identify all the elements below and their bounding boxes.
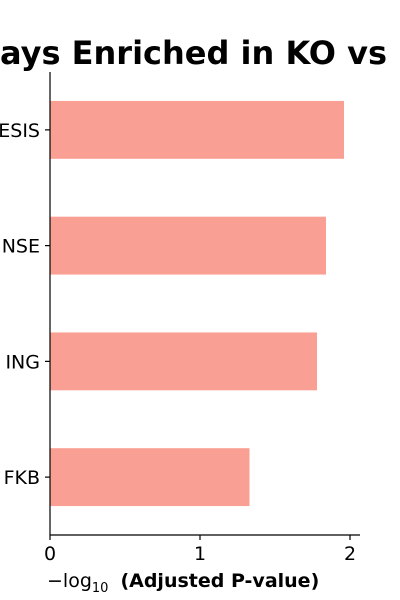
x-axis-label-subscript: 10 (92, 581, 109, 596)
x-tick-label: 0 (44, 543, 56, 565)
y-tick-label: ESIS (0, 120, 40, 142)
x-tick-label: 2 (344, 543, 356, 565)
y-tick-label: NSE (2, 236, 40, 258)
y-tick-label: ING (5, 351, 40, 373)
bar-esis (50, 100, 344, 159)
y-tick-labels: ESIS NSE ING FKB (0, 120, 50, 489)
x-ticks: 0 1 2 (44, 535, 356, 565)
x-axis-label: −log10 (Adjusted P-value) (47, 570, 319, 596)
x-axis-label-quantity: (Adjusted P-value) (120, 570, 319, 592)
bar-fkb (50, 448, 250, 507)
chart-title: ays Enriched in KO vs (0, 34, 387, 72)
x-axis-label-log: −log (47, 570, 92, 592)
y-tick-label: FKB (4, 467, 40, 489)
bar-ing (50, 332, 317, 391)
x-tick-label: 1 (194, 543, 206, 565)
bar-nse (50, 216, 326, 275)
bars (50, 100, 344, 507)
